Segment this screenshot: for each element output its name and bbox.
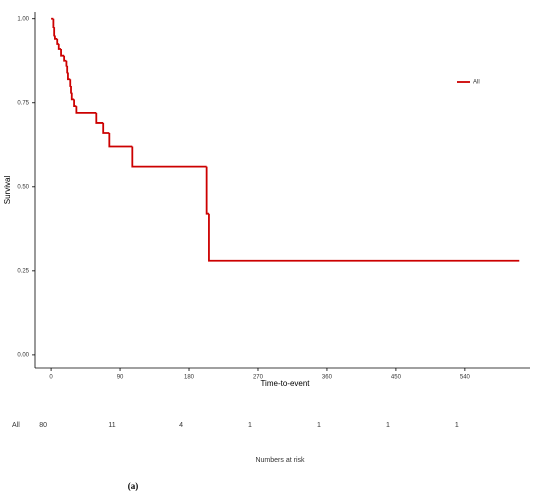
x-tick-label: 0 [49, 375, 53, 381]
survival-step [56, 38, 59, 45]
survival-step [73, 99, 77, 108]
survival-step [57, 43, 62, 50]
survival-step [66, 65, 69, 74]
survival-step [70, 85, 72, 94]
risk-table-title: Numbers at risk [255, 457, 305, 464]
risk-value: 80 [39, 422, 47, 429]
survival-step [65, 60, 68, 67]
survival-step [95, 112, 104, 124]
survival-step [63, 55, 67, 62]
survival-step [52, 18, 55, 29]
y-axis-label: Survival [3, 176, 12, 205]
risk-value: 1 [455, 422, 459, 429]
y-tick-label: 0.75 [17, 100, 29, 106]
x-tick-label: 450 [391, 375, 402, 381]
survival-step [53, 27, 56, 37]
y-tick-label: 1.00 [17, 16, 29, 22]
survival-step [108, 133, 133, 148]
risk-value: 1 [386, 422, 390, 429]
x-tick-label: 360 [322, 375, 333, 381]
x-tick-label: 270 [253, 375, 264, 381]
survival-step [54, 35, 58, 40]
risk-value: 11 [108, 422, 115, 429]
risk-table-label: All [12, 422, 20, 429]
x-tick-label: 540 [460, 375, 471, 381]
legend-label: All [473, 80, 480, 86]
y-tick-label: 0.00 [17, 352, 29, 358]
survival-step [69, 79, 72, 87]
survival-step [70, 92, 75, 101]
y-tick-label: 0.50 [17, 184, 29, 190]
x-tick-label: 90 [117, 375, 124, 381]
survival-step [131, 146, 207, 168]
x-tick-label: 180 [184, 375, 195, 381]
survival-step [67, 72, 71, 81]
caption: (a) [128, 481, 139, 491]
survival-step [205, 166, 209, 215]
survival-step [60, 48, 65, 57]
survival-step [102, 122, 110, 134]
x-axis-label: Time-to-event [260, 379, 310, 388]
risk-value: 1 [317, 422, 321, 429]
survival-step [75, 106, 97, 114]
y-tick-label: 0.25 [17, 268, 29, 274]
risk-value: 4 [179, 422, 183, 429]
risk-value: 1 [248, 422, 252, 429]
survival-step [208, 213, 520, 262]
